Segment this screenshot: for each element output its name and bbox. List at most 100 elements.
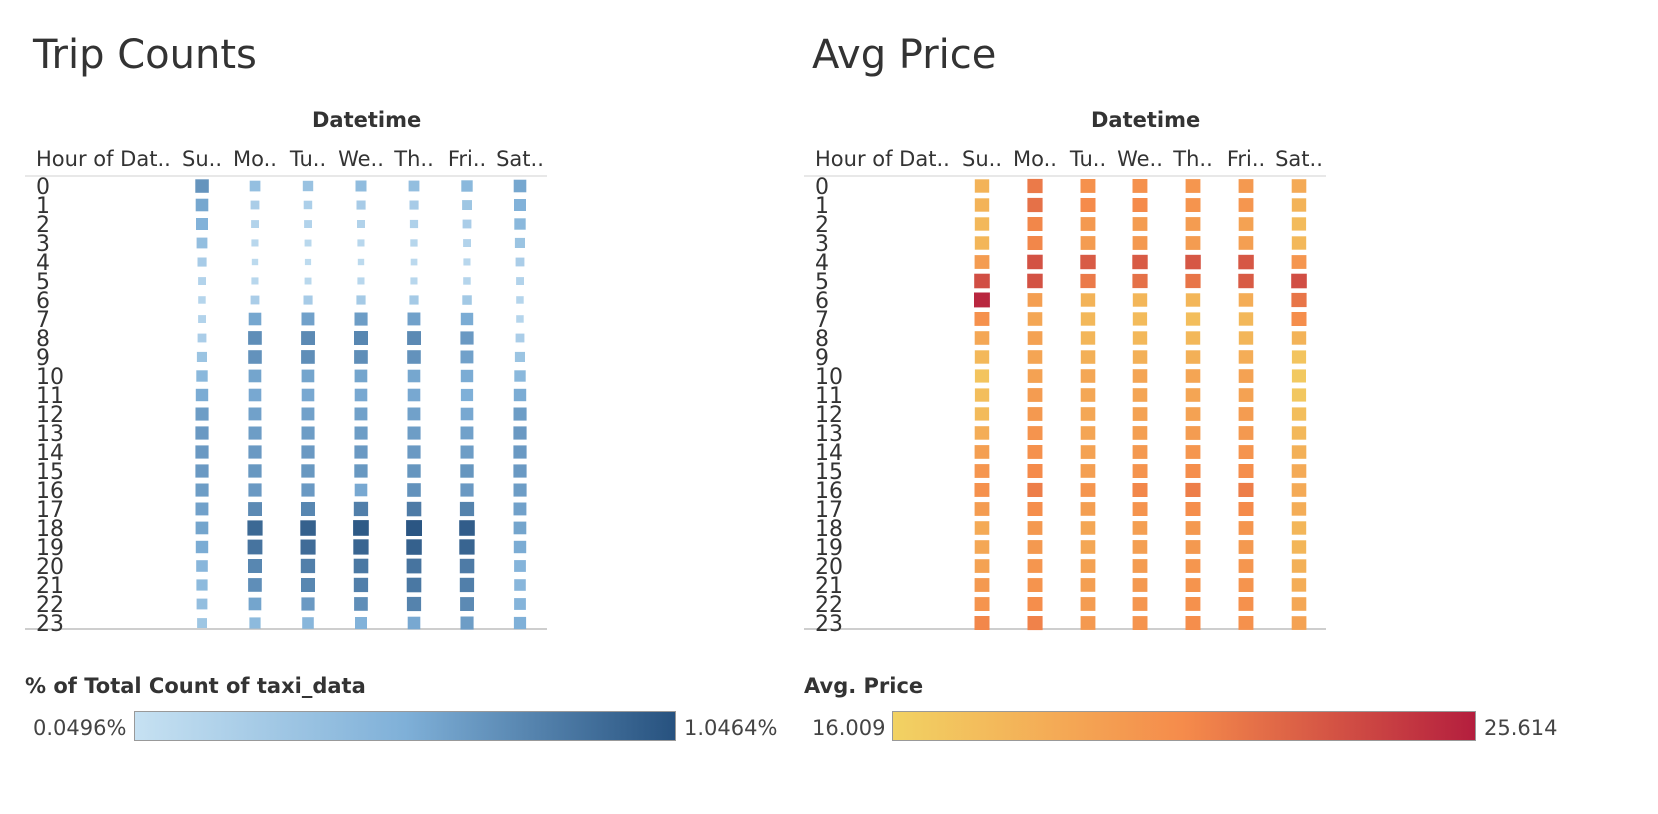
avg-price-cell (1185, 464, 1201, 478)
trip-counts-cell (251, 277, 259, 285)
trip-counts-cell (301, 578, 315, 592)
trip-counts-cell (463, 277, 471, 285)
trip-counts-cell (301, 464, 315, 478)
avg-price-cell (1238, 540, 1254, 554)
trip-counts-cell (198, 277, 206, 285)
trip-counts-cell (406, 501, 422, 517)
avg-price-cell (1291, 426, 1307, 440)
avg-price-cell (1027, 559, 1043, 573)
avg-price-cell (974, 445, 990, 459)
trip-counts-cell (195, 179, 209, 193)
avg-price-row-label: 11 (815, 384, 843, 409)
avg-price-cell (974, 407, 990, 421)
trip-counts-legend-max: 1.0464% (684, 716, 778, 740)
trip-counts-cell (459, 558, 475, 574)
trip-counts-cell (196, 560, 208, 572)
avg-price-cell (1185, 502, 1201, 516)
avg-price-cell (1132, 350, 1148, 364)
avg-price-cell (1132, 179, 1148, 193)
trip-counts-cell (249, 617, 261, 629)
avg-price-cell (1185, 254, 1201, 270)
trip-counts-cell (195, 407, 209, 421)
avg-price-cell (1291, 198, 1307, 212)
trip-counts-cell (248, 426, 262, 440)
trip-counts-legend-title: % of Total Count of taxi_data (25, 674, 366, 698)
trip-counts-cell (407, 426, 421, 440)
avg-price-cell (1291, 236, 1307, 250)
avg-price-row-label: 1 (815, 194, 829, 219)
avg-price-cell (1027, 502, 1043, 516)
trip-counts-row-label: 3 (36, 232, 50, 257)
avg-price-cell (1027, 217, 1043, 231)
trip-counts-cell (515, 257, 525, 267)
avg-price-cell (974, 236, 990, 250)
trip-counts-cell (514, 579, 526, 591)
avg-price-cell (1027, 578, 1043, 592)
trip-counts-cell (513, 464, 527, 478)
trip-counts-cell (195, 445, 209, 459)
avg-price-cell (1132, 521, 1148, 535)
trip-counts-column-label: Fri.. (448, 147, 486, 171)
avg-price-cell (1238, 350, 1254, 364)
avg-price-row-label: 16 (815, 479, 843, 504)
avg-price-cell (1080, 273, 1096, 289)
avg-price-cell (1291, 559, 1307, 573)
trip-counts-cell (460, 616, 474, 630)
trip-counts-row-label: 8 (36, 327, 50, 352)
avg-price-cell (1080, 312, 1096, 326)
avg-price-row-label: 19 (815, 536, 843, 561)
trip-counts-cell (514, 218, 526, 230)
trip-counts-cell (302, 617, 314, 629)
trip-counts-column-label: We.. (338, 147, 384, 171)
trip-counts-cell (248, 312, 262, 326)
avg-price-cell (1080, 597, 1096, 611)
trip-counts-cell (354, 388, 368, 402)
avg-price-cell (1291, 502, 1307, 516)
avg-price-cell (974, 388, 990, 402)
avg-price-cell (1291, 521, 1307, 535)
trip-counts-cell (356, 295, 366, 305)
trip-counts-row-label: 14 (36, 441, 64, 466)
avg-price-cell (1238, 616, 1254, 630)
trip-counts-cell (301, 483, 315, 497)
avg-price-row-label: 13 (815, 422, 843, 447)
avg-price-cell (1027, 236, 1043, 250)
trip-counts-title: Trip Counts (33, 32, 257, 78)
avg-price-row-label: 14 (815, 441, 843, 466)
avg-price-cell (1132, 388, 1148, 402)
trip-counts-cell (355, 617, 367, 629)
avg-price-row-label: 3 (815, 232, 829, 257)
trip-counts-cell (410, 277, 418, 285)
avg-price-cell (1027, 521, 1043, 535)
avg-price-row-label: 6 (815, 289, 829, 314)
avg-price-cell (1238, 312, 1254, 326)
trip-counts-row-label: 0 (36, 175, 50, 200)
trip-counts-cell (354, 597, 368, 611)
avg-price-cell (1132, 445, 1148, 459)
avg-price-cell (1185, 597, 1201, 611)
avg-price-cell (1132, 559, 1148, 573)
avg-price-cell (1238, 369, 1254, 383)
avg-price-row-label: 9 (815, 346, 829, 371)
avg-price-cell (1238, 407, 1254, 421)
trip-counts-cell (354, 331, 368, 345)
avg-price-cell (1132, 502, 1148, 516)
trip-counts-cell (301, 350, 315, 364)
avg-price-cell (1291, 350, 1307, 364)
trip-counts-cell (462, 219, 472, 229)
trip-counts-cell (301, 445, 315, 459)
trip-counts-row-label: 12 (36, 403, 64, 428)
trip-counts-column-label: Mo.. (233, 147, 277, 171)
avg-price-cell (1080, 521, 1096, 535)
trip-counts-cell (463, 258, 471, 266)
avg-price-cell (1027, 369, 1043, 383)
avg-price-column-label: We.. (1117, 147, 1163, 171)
trip-counts-cell (513, 426, 527, 440)
trip-counts-cell (516, 277, 524, 285)
avg-price-cell (1238, 236, 1254, 250)
avg-price-cell (1185, 331, 1201, 345)
trip-counts-cell (407, 464, 421, 478)
avg-price-cell (1027, 616, 1043, 631)
trip-counts-cell (300, 520, 316, 536)
trip-counts-cell (409, 219, 419, 229)
